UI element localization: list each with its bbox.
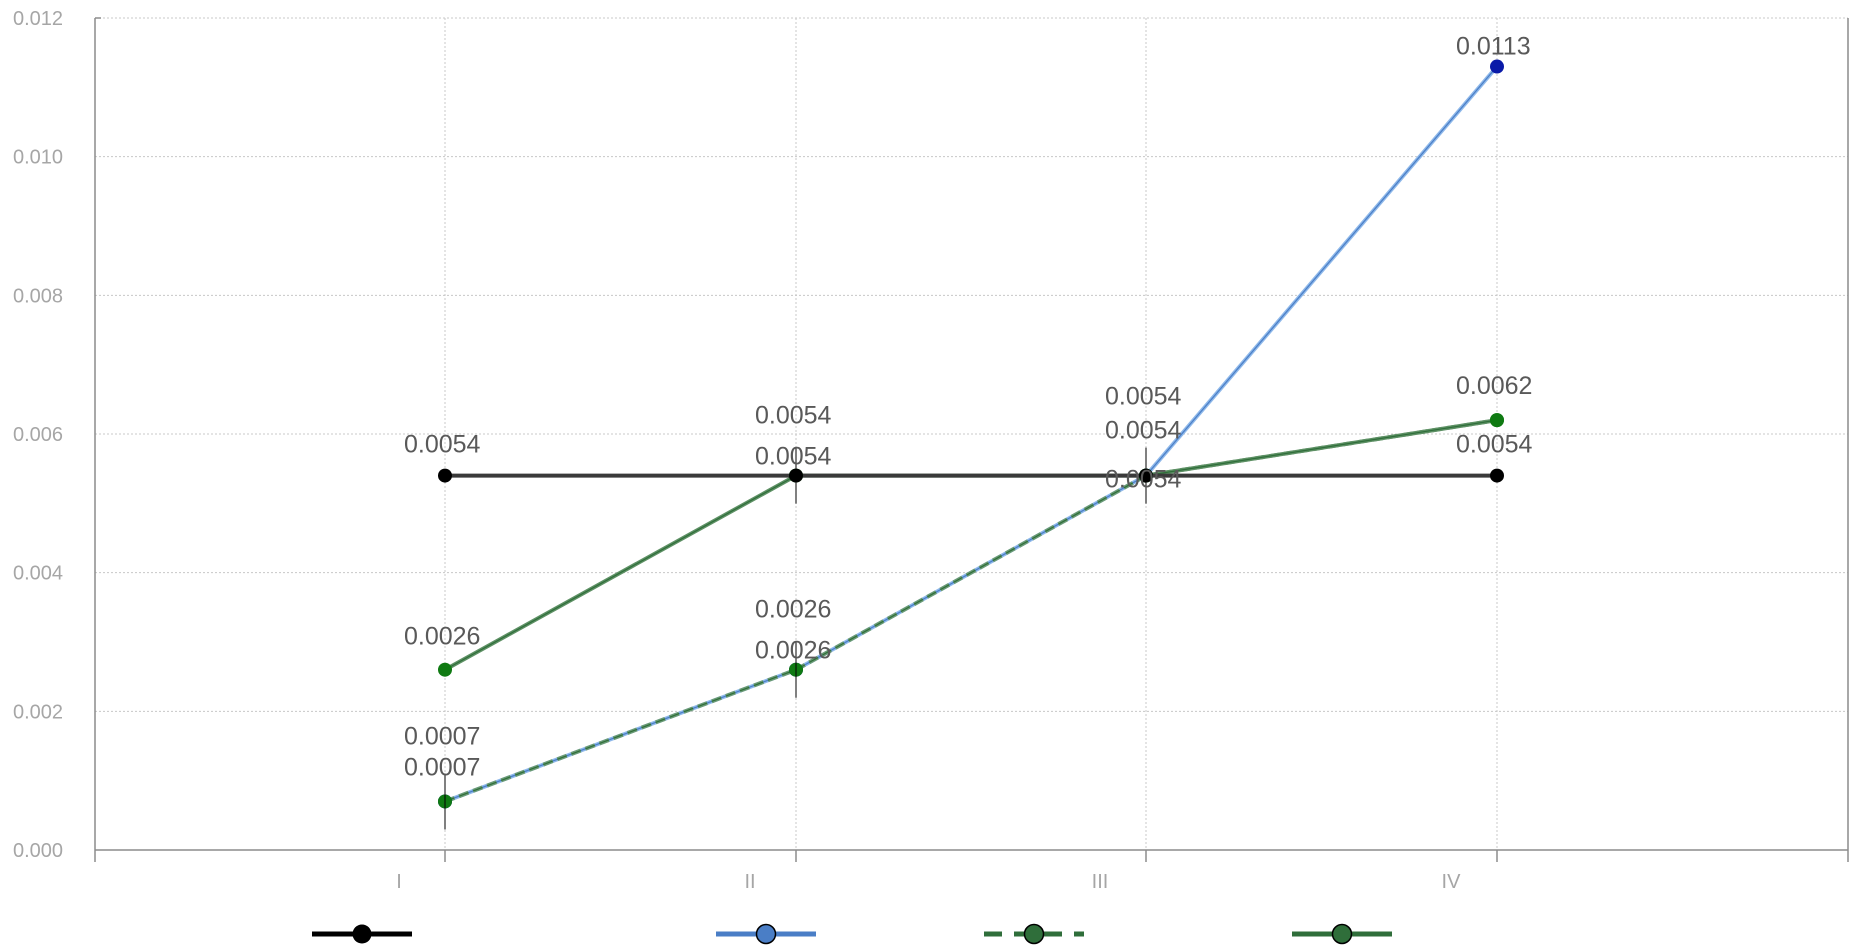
data-point <box>438 468 452 483</box>
data-point <box>1490 468 1504 483</box>
y-tick-label: 0.010 <box>13 147 63 169</box>
x-tick-label: I <box>396 871 402 893</box>
data-label: 0.0054 <box>755 402 832 430</box>
grid-lines <box>95 17 1848 850</box>
legend <box>312 923 1392 945</box>
data-label: 0.0026 <box>755 637 831 665</box>
y-tick-label: 0.000 <box>13 840 63 862</box>
x-tick-labels: I II III IV <box>396 871 1461 893</box>
legend-marker <box>1023 923 1045 945</box>
y-tick-label: 0.006 <box>13 424 63 446</box>
data-label: 0.0062 <box>1456 372 1532 400</box>
data-label: 0.0054 <box>1105 466 1182 494</box>
series-lines <box>438 59 1504 830</box>
data-labels: 0.0054 0.0054 0.0054 0.0054 0.0007 0.0026 0.00… <box>404 33 1533 782</box>
data-label: 0.0026 <box>404 623 480 651</box>
data-label: 0.0054 <box>755 443 832 471</box>
data-label: 0.0054 <box>1105 417 1182 445</box>
x-tick-label: II <box>744 871 755 893</box>
series-line-core <box>444 419 1498 671</box>
y-tick-label: 0.012 <box>13 8 63 30</box>
data-point <box>1490 413 1504 428</box>
data-label: 0.0054 <box>404 431 481 459</box>
legend-marker <box>352 924 372 944</box>
data-label: 0.0113 <box>1456 33 1531 61</box>
data-label: 0.0026 <box>755 596 831 624</box>
data-label: 0.0007 <box>404 753 480 781</box>
data-point <box>1490 59 1504 74</box>
series-line <box>444 418 1498 672</box>
data-point <box>438 662 452 677</box>
y-tick-label: 0.008 <box>13 285 63 307</box>
legend-marker <box>1331 923 1353 945</box>
x-tick-label: IV <box>1442 871 1462 893</box>
y-tick-label: 0.002 <box>13 701 63 723</box>
legend-marker <box>755 923 777 945</box>
data-label: 0.0054 <box>1456 431 1533 459</box>
y-tick-label: 0.004 <box>13 563 63 585</box>
data-label: 0.0007 <box>404 722 480 750</box>
x-tick-label: III <box>1092 871 1109 893</box>
axes <box>94 17 1849 862</box>
data-label: 0.0054 <box>1105 383 1182 411</box>
y-tick-labels: 0.000 0.002 0.004 0.006 0.008 0.010 0.012 <box>13 8 63 862</box>
